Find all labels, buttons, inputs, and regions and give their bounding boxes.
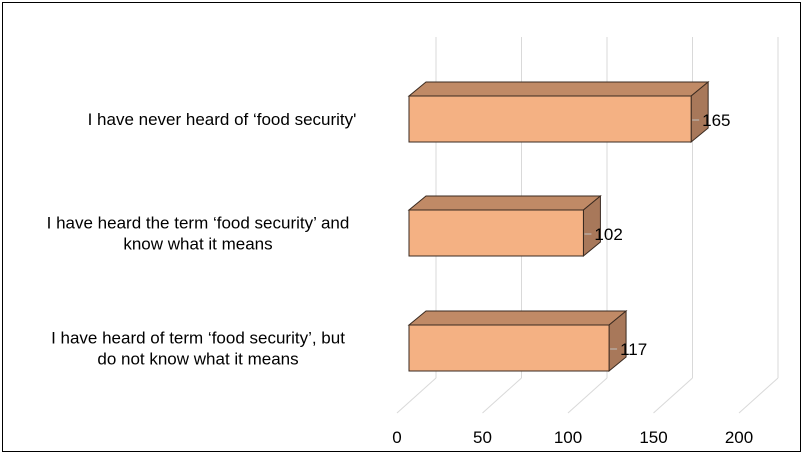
bar-top	[407, 195, 602, 211]
gridline-floor	[482, 377, 522, 414]
gridline-floor	[738, 377, 779, 414]
data-label: 165	[702, 111, 730, 130]
category-label: I have heard the term ‘food security’ an…	[47, 214, 350, 233]
x-tick-label: 100	[554, 428, 582, 447]
data-label: 102	[594, 225, 622, 244]
category-label: I have never heard of ‘food security'	[88, 110, 357, 129]
bar-top	[407, 310, 628, 326]
category-label: do not know what it means	[97, 350, 298, 369]
bar	[408, 324, 610, 372]
x-tick-label: 200	[725, 428, 753, 447]
gridline-floor	[567, 377, 608, 414]
bar	[408, 95, 692, 143]
bar	[408, 209, 584, 257]
bar-top	[407, 81, 710, 97]
x-tick-label: 0	[392, 428, 401, 447]
category-label: I have heard of term ‘food security’, bu…	[51, 329, 345, 348]
gridline-floor	[396, 377, 437, 414]
category-label: know what it means	[123, 235, 272, 254]
gridline-floor	[653, 377, 693, 414]
x-tick-label: 50	[473, 428, 492, 447]
x-tick-label: 150	[639, 428, 667, 447]
data-label: 117	[620, 340, 647, 359]
